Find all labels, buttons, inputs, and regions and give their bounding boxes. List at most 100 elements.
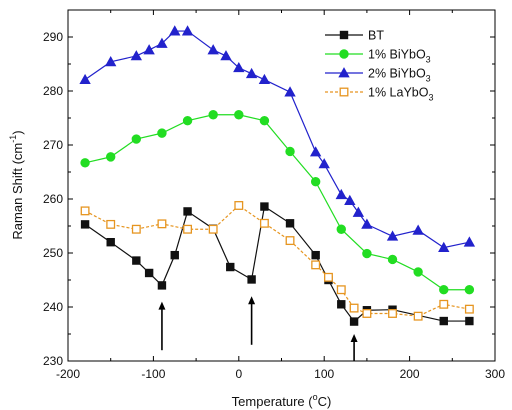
x-tick-label: 100 xyxy=(314,367,334,381)
series-1 xyxy=(80,110,475,295)
data-point xyxy=(324,272,333,282)
data-point xyxy=(183,224,193,234)
data-point xyxy=(344,194,356,206)
x-axis-title-sup: o xyxy=(313,392,318,402)
data-point xyxy=(361,218,373,229)
y-axis-title-base: Raman Shift (cm xyxy=(10,143,25,240)
legend-marker xyxy=(339,87,349,97)
legend-label-base: BT xyxy=(368,29,384,43)
data-point xyxy=(311,260,321,270)
legend-label: 2% BiYbO3 xyxy=(368,67,431,84)
data-point xyxy=(259,218,269,228)
data-point xyxy=(80,206,90,216)
y-tick-label: 230 xyxy=(43,354,63,368)
plot-frame xyxy=(67,9,496,362)
series-line xyxy=(84,205,470,323)
data-point xyxy=(80,158,90,168)
data-point xyxy=(352,206,365,217)
x-tick-label: -200 xyxy=(56,367,80,381)
data-point xyxy=(105,56,117,67)
data-point xyxy=(144,268,154,278)
data-point xyxy=(387,254,398,265)
series-2 xyxy=(79,25,476,253)
arrow-annotation xyxy=(350,334,358,361)
legend-marker xyxy=(339,49,349,59)
data-point xyxy=(413,311,423,321)
y-axis-title: Raman Shift (cm-1) xyxy=(8,130,25,239)
legend-label-base: 1% BiYbO xyxy=(368,48,426,62)
legend-marker xyxy=(339,30,349,40)
data-point xyxy=(131,224,141,234)
data-point xyxy=(207,44,219,55)
data-point xyxy=(439,316,448,326)
data-point xyxy=(438,241,450,253)
data-point xyxy=(336,285,346,295)
data-point xyxy=(386,230,399,241)
series-line xyxy=(84,204,470,317)
y-tick-label: 280 xyxy=(43,84,63,98)
data-point xyxy=(247,275,256,284)
legend-label: 1% BiYbO3 xyxy=(368,48,431,65)
data-point xyxy=(131,134,142,144)
data-point xyxy=(226,262,235,272)
data-point xyxy=(156,37,168,48)
data-point xyxy=(234,201,244,210)
legend-label: BT xyxy=(368,29,384,43)
data-point xyxy=(311,250,320,260)
arrow-annotation xyxy=(158,301,166,351)
legend-label-base: 2% BiYbO xyxy=(368,67,426,81)
data-point xyxy=(220,50,232,61)
data-point xyxy=(234,110,244,120)
data-point xyxy=(310,177,321,187)
data-point xyxy=(465,316,474,326)
y-axis-title-tail: ) xyxy=(10,130,25,134)
arrow-annotation xyxy=(248,296,256,345)
series-0 xyxy=(80,202,474,326)
data-point xyxy=(260,202,269,211)
data-point xyxy=(182,115,193,126)
x-tick-label: -100 xyxy=(141,367,165,381)
arrow-head xyxy=(350,334,358,342)
data-point xyxy=(285,146,295,157)
legend-entry: BT xyxy=(325,29,384,43)
data-point xyxy=(439,299,449,309)
data-point xyxy=(463,236,476,247)
x-tick-label: 300 xyxy=(485,367,505,381)
y-tick-label: 240 xyxy=(43,300,63,314)
data-point xyxy=(157,128,167,138)
data-point xyxy=(245,67,258,79)
x-axis-title: Temperature (oC) xyxy=(232,392,332,409)
data-point xyxy=(181,25,194,36)
data-point xyxy=(170,250,179,260)
x-tick-label: 0 xyxy=(235,367,242,381)
y-tick-label: 290 xyxy=(43,30,63,44)
data-point xyxy=(169,25,181,36)
series-line xyxy=(84,114,470,291)
data-point xyxy=(208,110,218,120)
data-point xyxy=(337,300,346,309)
data-point xyxy=(132,256,141,265)
legend-entry: 2% BiYbO3 xyxy=(325,67,431,84)
data-point xyxy=(388,309,397,318)
data-point xyxy=(362,309,372,318)
data-point xyxy=(258,73,271,85)
data-point xyxy=(362,248,372,259)
data-point xyxy=(106,237,115,247)
data-point xyxy=(349,317,359,326)
data-point xyxy=(285,236,295,246)
legend-label-sub: 3 xyxy=(426,74,431,84)
legend-label-sub: 3 xyxy=(426,55,431,65)
x-axis-title-base: Temperature ( xyxy=(232,394,314,409)
data-point xyxy=(464,285,475,295)
data-point xyxy=(80,220,90,229)
x-tick-label: 200 xyxy=(400,367,420,381)
data-point xyxy=(413,267,423,277)
series-layer xyxy=(79,25,476,326)
annotations xyxy=(158,296,358,361)
legend-entry: 1% BiYbO3 xyxy=(325,48,431,65)
data-point xyxy=(309,146,322,157)
legend-entry: 1% LaYbO3 xyxy=(325,86,433,103)
data-point xyxy=(336,224,346,234)
